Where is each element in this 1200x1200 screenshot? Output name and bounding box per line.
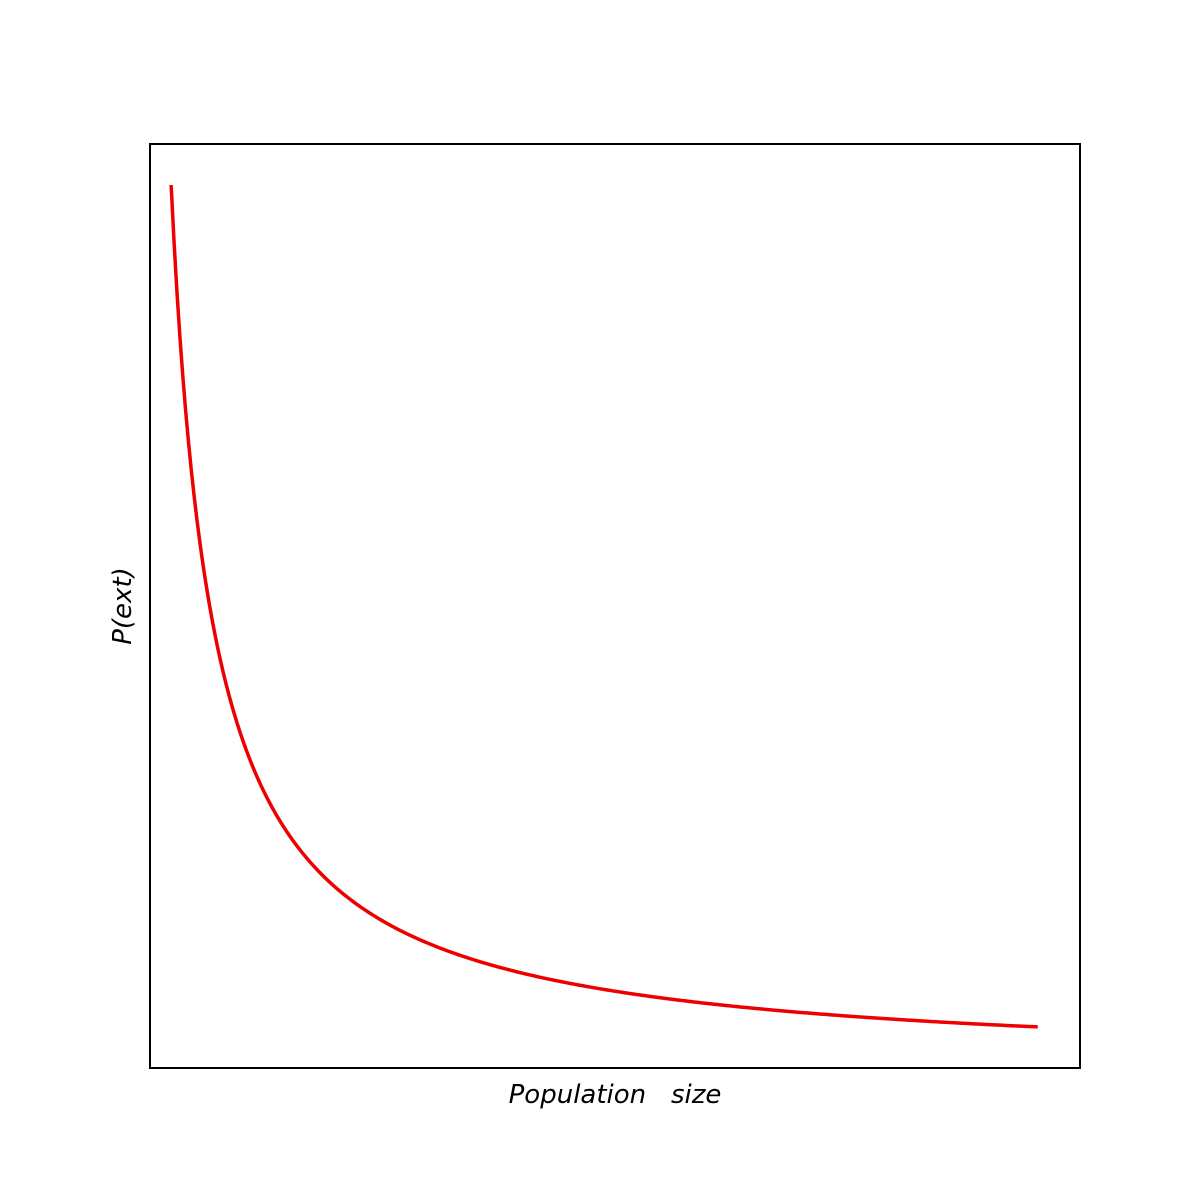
- series-layer: [169, 184, 1038, 1029]
- series-line-0: [169, 184, 1038, 1029]
- y-axis-label: P(ext): [108, 567, 138, 645]
- plot-frame: [149, 143, 1081, 1069]
- x-axis-label: Population size: [509, 1080, 722, 1110]
